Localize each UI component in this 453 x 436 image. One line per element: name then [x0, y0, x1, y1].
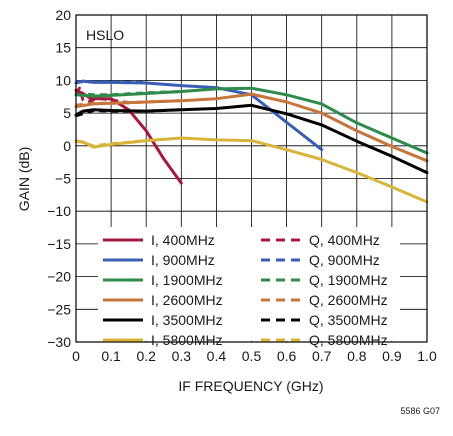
x-tick-label: 0.4 [207, 348, 227, 364]
x-tick-label: 0.2 [136, 348, 156, 364]
legend-label: Q, 5800MHz [309, 332, 388, 348]
legend-label: I, 5800MHz [151, 332, 223, 348]
x-tick-label: 0.5 [242, 348, 262, 364]
y-tick-label: −5 [55, 171, 71, 187]
legend-box [98, 227, 400, 341]
series-line-i-3500mhz [74, 103, 429, 175]
y-tick-label: −25 [47, 301, 71, 317]
hslo-annotation: HSLO [86, 27, 124, 43]
x-axis-title: IF FREQUENCY (GHz) [178, 378, 323, 394]
tick-labels: 0 0.1 0.2 0.3 0.4 0.5 0.6 0.7 0.8 0.9 1.020151050−… [47, 7, 437, 364]
series-line-q-400mhz [74, 86, 129, 105]
legend-label: Q, 900MHz [309, 252, 380, 268]
legend-label: I, 3500MHz [151, 312, 223, 328]
legend-label: I, 900MHz [151, 252, 215, 268]
legend-label: I, 1900MHz [151, 272, 223, 288]
y-tick-label: −20 [47, 269, 71, 285]
x-tick-label: 0.1 [101, 348, 121, 364]
y-tick-label: 5 [63, 105, 71, 121]
legend-label: Q, 400MHz [309, 232, 380, 248]
legend: I, 400MHz I, 900MHz I, 1900MHz I, 2600MHz I,… [103, 232, 388, 348]
legend-label: I, 2600MHz [151, 292, 223, 308]
y-tick-label: 10 [55, 72, 71, 88]
series-line-i-1900mhz [74, 86, 429, 155]
legend-label: Q, 2600MHz [309, 292, 388, 308]
x-tick-label: 1.0 [417, 348, 437, 364]
x-tick-label: 0.8 [347, 348, 367, 364]
legend-label: I, 400MHz [151, 232, 215, 248]
y-tick-label: 0 [63, 138, 71, 154]
legend-background [98, 227, 400, 341]
grid [76, 15, 427, 342]
series-line-q-3500mhz [75, 108, 182, 118]
plot-frame [75, 14, 428, 343]
series-line-i-5800mhz [74, 136, 429, 204]
y-tick-label: −30 [47, 334, 71, 350]
y-axis-title: GAIN (dB) [16, 147, 32, 212]
x-tick-label: 0.6 [277, 348, 297, 364]
series-line-i-2600mhz [74, 92, 429, 163]
series-group [74, 79, 429, 204]
y-tick-label: 15 [55, 40, 71, 56]
x-tick-label: 0.7 [312, 348, 332, 364]
x-tick-label: 0.3 [172, 348, 192, 364]
y-tick-label: 20 [55, 7, 71, 23]
legend-label: Q, 1900MHz [309, 272, 388, 288]
figure-code: 5586 G07 [400, 406, 440, 416]
x-tick-label: 0 [72, 348, 80, 364]
legend-label: Q, 3500MHz [309, 312, 388, 328]
y-tick-label: −15 [47, 236, 71, 252]
x-tick-label: 0.9 [382, 348, 402, 364]
y-tick-label: −10 [47, 203, 71, 219]
